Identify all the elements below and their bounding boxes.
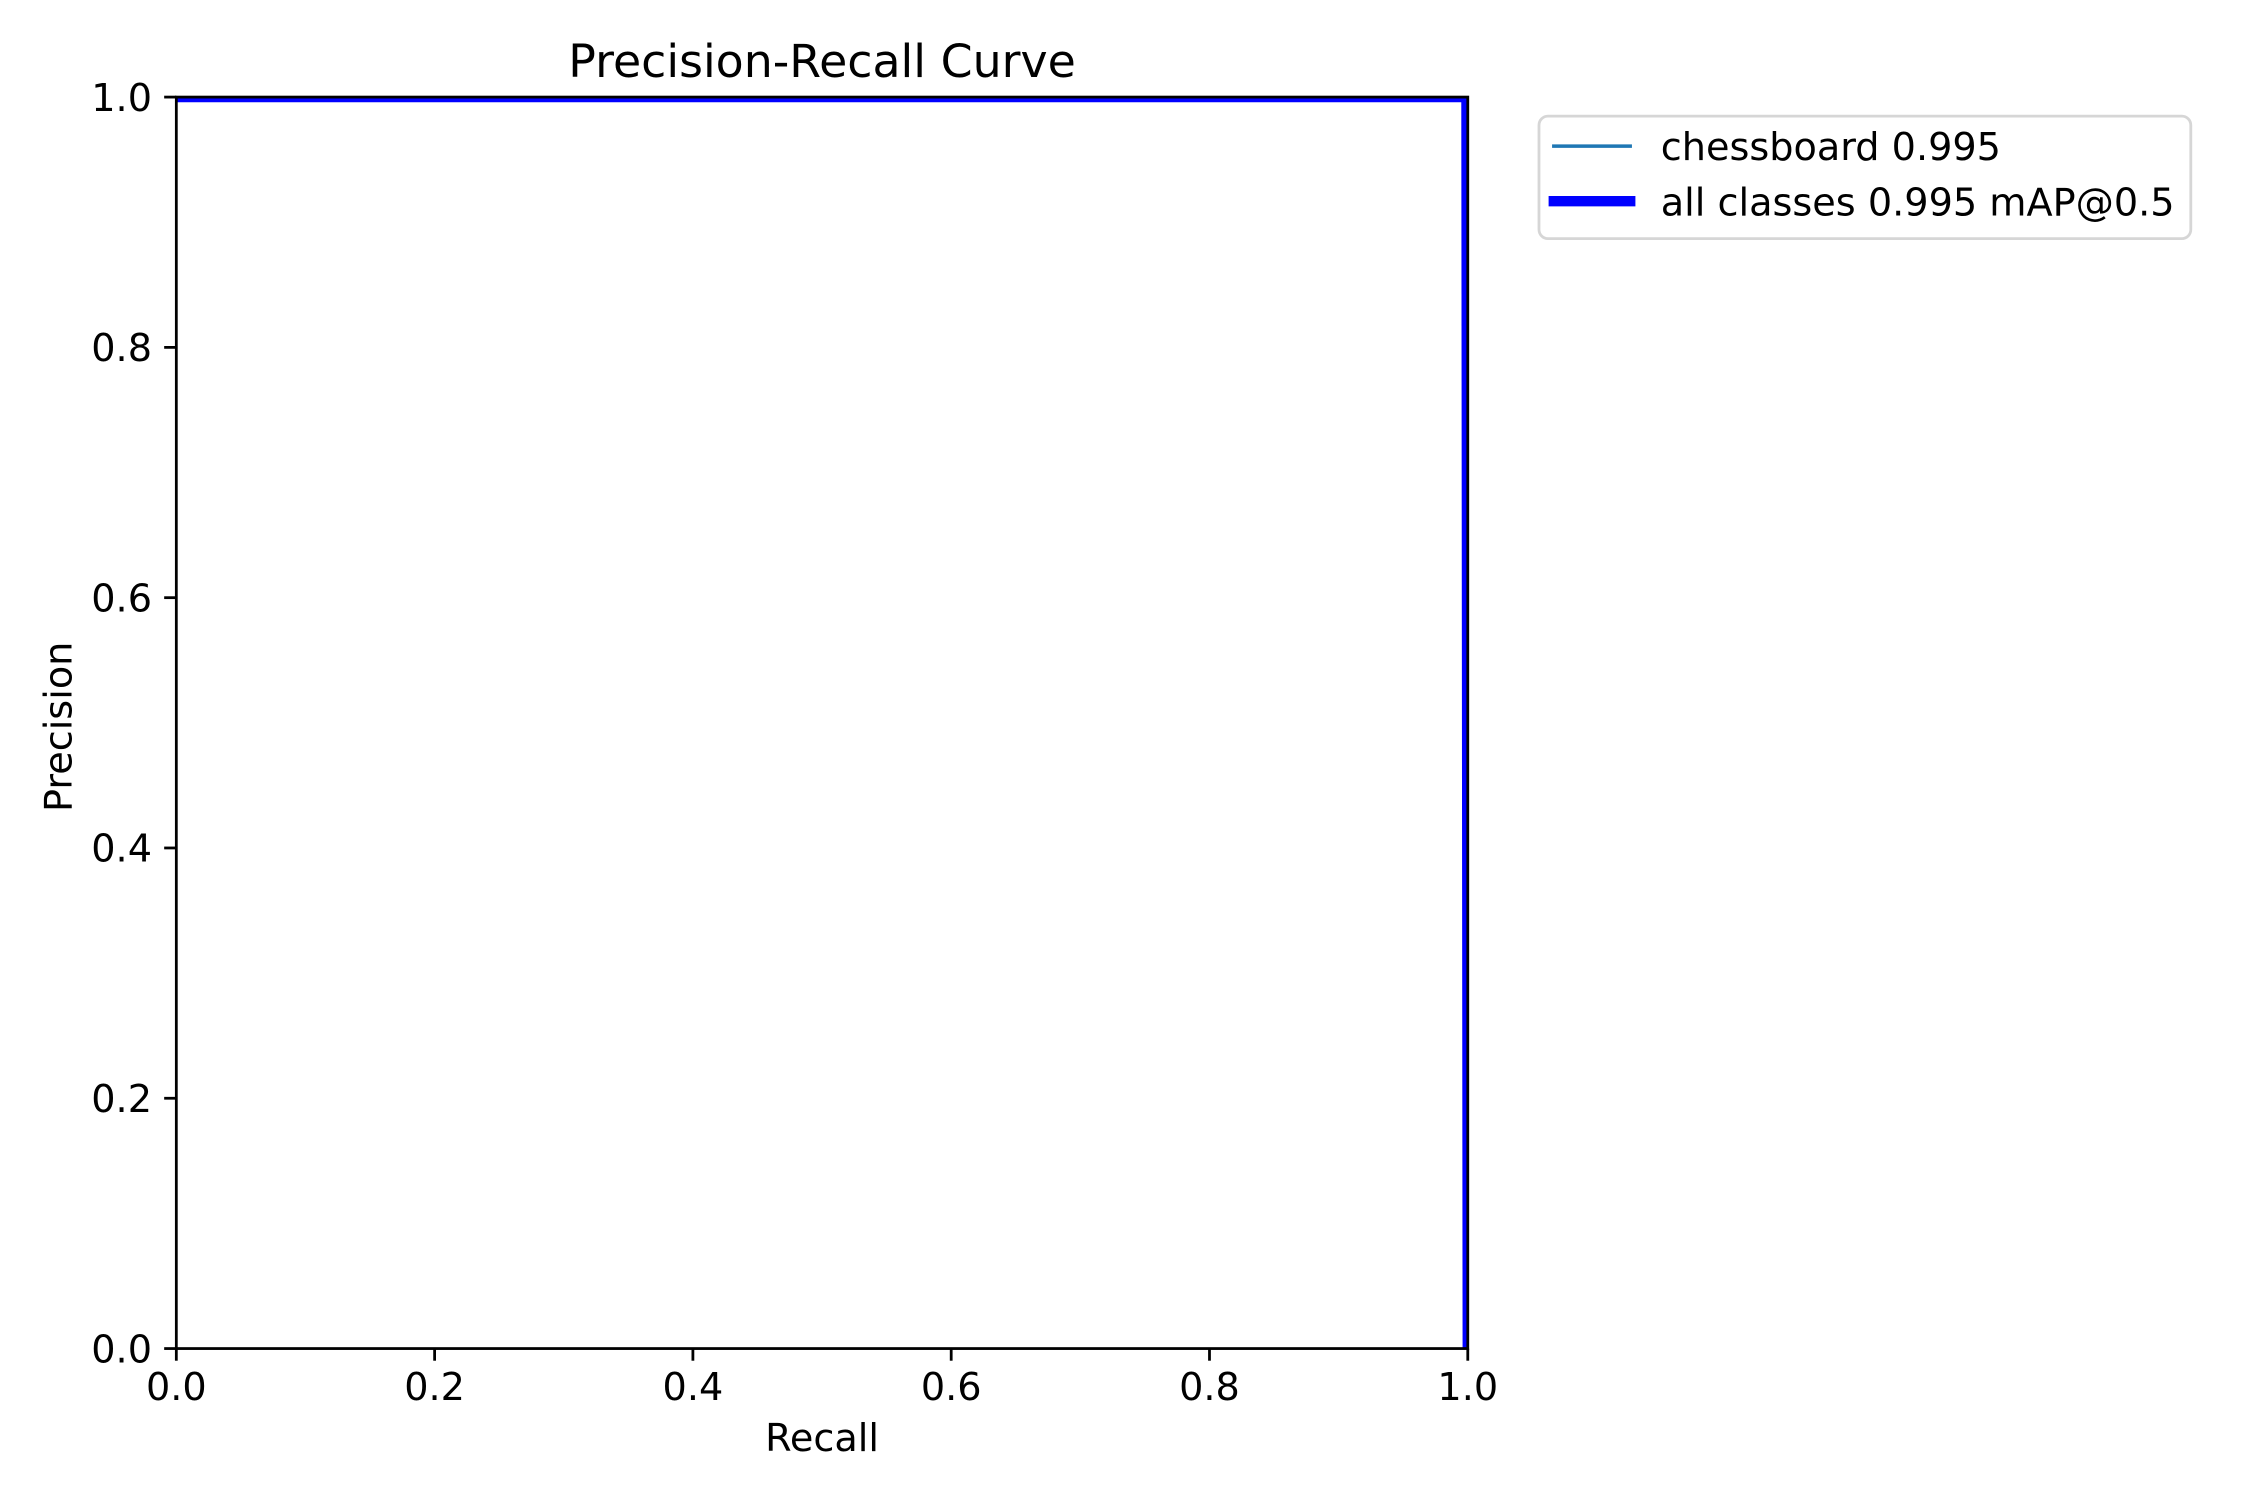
plot-area xyxy=(176,97,1468,1349)
y-tick-label: 0.6 xyxy=(91,577,152,621)
x-tick-label: 0.6 xyxy=(921,1366,982,1410)
x-tick-label: 0.2 xyxy=(404,1366,465,1410)
legend-label-chessboard: chessboard 0.995 xyxy=(1661,126,2001,170)
x-tick-label: 0.4 xyxy=(663,1366,724,1410)
chart-title: Precision-Recall Curve xyxy=(568,34,1076,88)
y-axis-label: Precision xyxy=(37,642,81,812)
y-tick-label: 1.0 xyxy=(91,77,152,121)
y-tick-labels: 0.0 0.2 0.4 0.6 0.8 1.0 xyxy=(91,77,152,1372)
legend: chessboard 0.995 all classes 0.995 mAP@0… xyxy=(1537,114,2193,240)
y-tick-label: 0.0 xyxy=(91,1328,152,1372)
x-tick-labels: 0.0 0.2 0.4 0.6 0.8 1.0 xyxy=(146,1366,1498,1410)
x-axis: 0.0 0.2 0.4 0.6 0.8 1.0 Recall xyxy=(146,1348,1498,1461)
y-tick-marks xyxy=(164,95,177,1350)
y-axis: 0.0 0.2 0.4 0.6 0.8 1.0 Precision xyxy=(37,77,177,1372)
axes-border xyxy=(174,95,1470,1350)
x-tick-label: 1.0 xyxy=(1437,1366,1498,1410)
x-tick-label: 0.0 xyxy=(146,1366,207,1410)
x-axis-label: Recall xyxy=(765,1417,879,1461)
y-tick-label: 0.2 xyxy=(91,1078,152,1122)
x-tick-label: 0.8 xyxy=(1179,1366,1240,1410)
x-tick-marks xyxy=(174,1348,1470,1361)
y-tick-label: 0.8 xyxy=(91,327,152,371)
legend-frame xyxy=(1537,114,2193,240)
legend-label-all-classes: all classes 0.995 mAP@0.5 xyxy=(1661,181,2175,225)
y-tick-label: 0.4 xyxy=(91,828,152,872)
